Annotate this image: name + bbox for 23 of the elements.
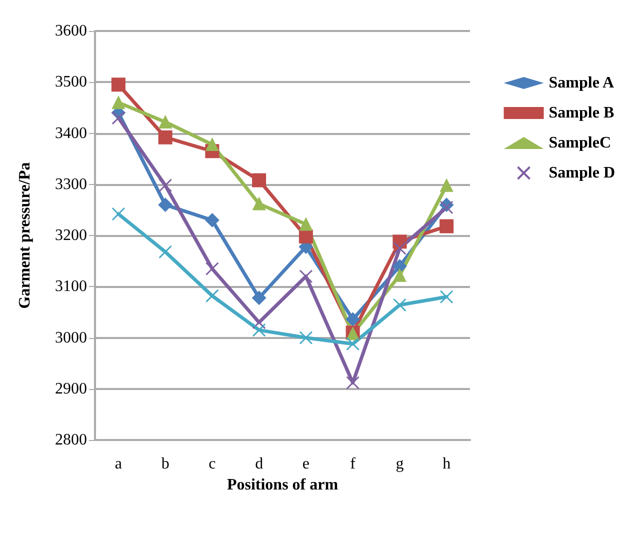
legend-label: Sample A bbox=[548, 74, 615, 92]
y-tick-label: 3500 bbox=[55, 74, 87, 91]
x-tick-label: b bbox=[161, 456, 170, 472]
y-tick-label: 3600 bbox=[55, 22, 87, 40]
y-tick-label: 2800 bbox=[55, 432, 87, 448]
y-tick-label: 3300 bbox=[55, 176, 87, 193]
y-tick-label: 3200 bbox=[55, 227, 87, 244]
x-axis-title: Positions of arm bbox=[226, 476, 339, 494]
legend-label: Sample B bbox=[548, 104, 614, 122]
x-tick-label: d bbox=[255, 456, 264, 472]
x-tick-label: h bbox=[442, 456, 451, 472]
x-tick-label: a bbox=[114, 456, 122, 472]
x-tick-label: f bbox=[350, 456, 356, 472]
x-tick-label: g bbox=[396, 456, 404, 472]
x-tick-label: e bbox=[302, 456, 310, 472]
legend-label: Sample D bbox=[548, 164, 616, 182]
y-tick-label: 3400 bbox=[55, 124, 87, 142]
y-axis-title: Garment pressure/Pa bbox=[16, 162, 34, 309]
x-tick-label: c bbox=[208, 456, 216, 472]
y-tick-label: 2900 bbox=[55, 380, 87, 398]
legend-label: SampleC bbox=[548, 134, 612, 152]
y-tick-label: 3000 bbox=[55, 329, 87, 346]
y-tick-label: 3100 bbox=[55, 278, 87, 296]
